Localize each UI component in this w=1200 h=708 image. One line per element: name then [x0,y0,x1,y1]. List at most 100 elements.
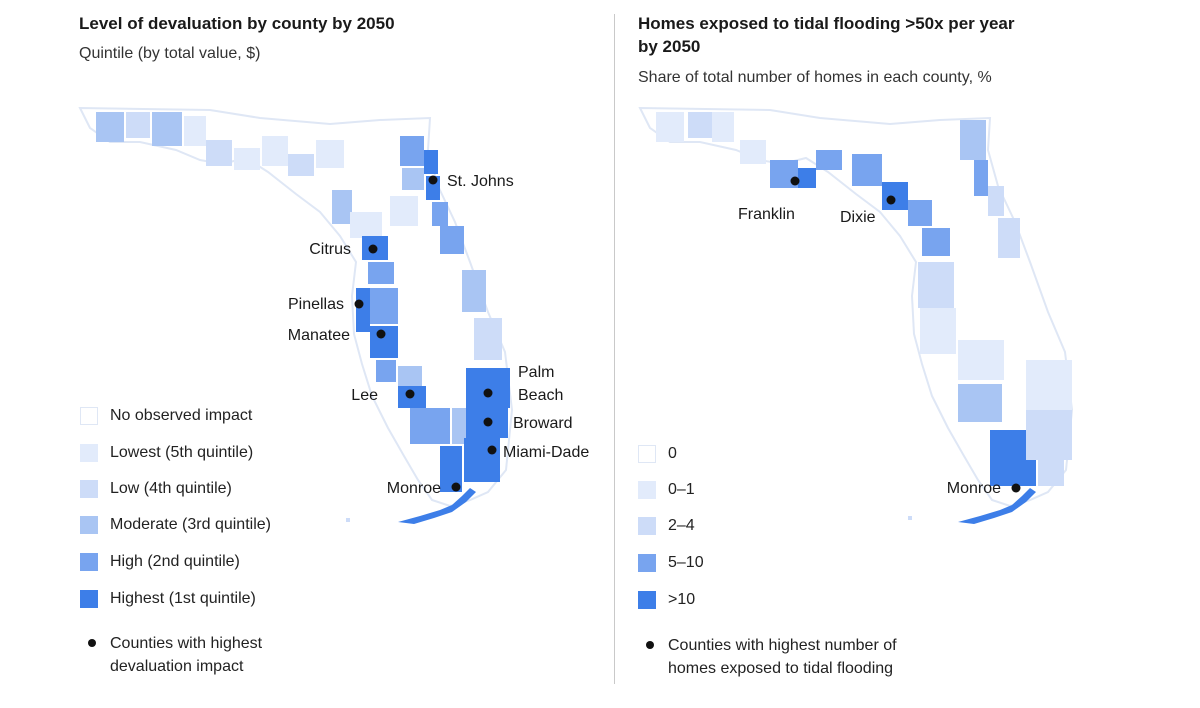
legend-item: >10 [638,591,695,609]
title-line: by 2050 [638,37,701,56]
devaluation-subtitle: Quintile (by total value, $) [79,45,261,62]
county-tile [474,318,502,360]
county-tile [958,340,1004,380]
county-tile [958,384,1002,422]
marker-monroe [1011,483,1021,493]
devaluation-title: Level of devaluation by county by 2050 [79,14,395,33]
legend-label: Highest (1st quintile) [110,590,256,607]
county-tile [440,446,462,492]
legend-swatch [638,445,656,463]
marker-legend-dot [646,641,654,649]
label-franklin: Franklin [738,206,795,223]
legend-label: 0–1 [668,481,695,498]
marker-legend-note: Counties with highest number of homes ex… [668,634,897,680]
county-tile [316,140,344,168]
marker-miami-dade [487,445,497,455]
county-tile [234,148,260,170]
legend-label: High (2nd quintile) [110,553,240,570]
legend-item: Moderate (3rd quintile) [80,516,271,534]
county-tile [920,308,956,354]
legend-swatch [638,554,656,572]
title-line: Homes exposed to tidal flooding >50x per… [638,14,1015,33]
county-tile [998,218,1020,258]
county-tile [852,154,882,186]
label-pinellas: Pinellas [288,296,344,313]
legend-item: Highest (1st quintile) [80,590,256,608]
label-st-johns: St. Johns [447,173,514,190]
legend-label: >10 [668,591,696,608]
label-monroe: Monroe [947,480,1001,497]
county-tile [410,408,450,444]
legend-item: 2–4 [638,517,695,535]
county-tile [368,262,394,284]
legend-label: Moderate (3rd quintile) [110,516,271,533]
legend-label: 0 [668,445,677,462]
label-monroe: Monroe [387,480,441,497]
legend-item: Low (4th quintile) [80,480,232,498]
county-tile [1026,410,1072,460]
county-tile [390,196,418,226]
note-line: Counties with highest [110,635,263,652]
county-tile [908,200,932,226]
county-tile [464,438,500,482]
legend-item: Lowest (5th quintile) [80,444,253,462]
county-tile [466,368,510,408]
county-tile [440,226,464,254]
legend-swatch [80,516,98,534]
county-tile [432,202,448,226]
county-tile [974,160,988,196]
legend-label: 2–4 [668,517,695,534]
marker-manatee [376,329,386,339]
county-tile [462,270,486,312]
tidal-subtitle: Share of total number of homes in each c… [638,69,992,86]
label-palm-beach-1: Palm [518,364,554,381]
legend-item: 0–1 [638,481,695,499]
devaluation-map: St. Johns Citrus Pinellas Manatee Lee Pa… [78,106,589,524]
keys-islands [398,488,476,524]
county-tile [346,518,350,522]
county-tile [184,116,206,146]
county-tile [206,140,232,166]
label-palm-beach-2: Beach [518,387,563,404]
label-miami-dade: Miami-Dade [503,444,589,461]
county-tile [882,182,908,210]
county-tile [908,516,912,520]
legend-label: 5–10 [668,554,704,571]
label-citrus: Citrus [309,241,351,258]
marker-franklin [790,176,800,186]
panel-divider [614,14,615,684]
county-tile [400,136,424,166]
county-tile [798,168,816,188]
county-tile [452,408,466,444]
label-dixie: Dixie [840,209,876,226]
county-tile [96,112,124,142]
county-tile [922,228,950,256]
county-tile [712,112,734,142]
county-tile [1038,460,1064,486]
legend-label: Low (4th quintile) [110,480,232,497]
county-tile [656,112,684,142]
legend-item: 0 [638,445,677,463]
label-lee: Lee [351,387,378,404]
county-tile [398,366,422,386]
note-line: devaluation impact [110,658,244,675]
legend-item: High (2nd quintile) [80,553,240,571]
label-broward: Broward [513,415,573,432]
county-tile [376,360,396,382]
county-tile [960,120,986,160]
tidal-map: Franklin Dixie Monroe [638,106,1074,524]
legend-swatch [80,444,98,462]
marker-dixie [886,195,896,205]
marker-legend-dot [88,639,96,647]
county-tile [688,112,712,138]
county-tile [918,262,954,308]
marker-st-johns [428,175,438,185]
legend-swatch [80,480,98,498]
county-tile [152,112,182,146]
marker-palm-beach [483,388,493,398]
legend-label: No observed impact [110,407,253,424]
county-tile [988,186,1004,216]
county-tile [424,150,438,174]
marker-broward [483,417,493,427]
county-tile [288,154,314,176]
